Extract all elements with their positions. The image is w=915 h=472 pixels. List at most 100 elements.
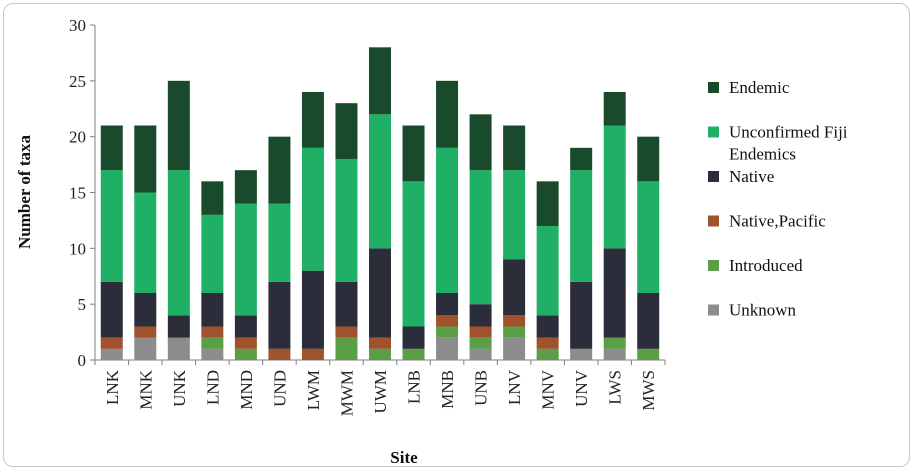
bar-segment (637, 136, 660, 182)
bar-segment (536, 337, 559, 349)
bar-segment (637, 293, 660, 349)
bar-segment (335, 103, 358, 159)
bar-segment (369, 348, 391, 360)
bar-segment (570, 170, 593, 282)
x-tick-label: LNB (405, 370, 424, 404)
bar-segment (234, 315, 257, 338)
bar-segment (637, 181, 660, 293)
legend-label: Native (729, 167, 774, 186)
bar-segment (570, 147, 593, 171)
bar-segment (536, 181, 559, 226)
bar-segment (201, 181, 224, 215)
bar-segment (234, 348, 257, 360)
bar-segment (201, 337, 224, 349)
bar-segment (536, 348, 559, 360)
x-tick-label: MNK (136, 369, 155, 409)
bar-segment (167, 337, 190, 360)
bar-segment (268, 348, 291, 360)
bar-segment (134, 293, 157, 327)
bar-segment (167, 315, 190, 338)
bar-segment (100, 170, 123, 282)
x-tick-label: MND (237, 370, 256, 410)
x-tick-label: UNV (572, 369, 591, 407)
bar-segment (201, 214, 224, 293)
x-tick-label: MWS (639, 370, 658, 411)
bar-segment (301, 147, 324, 271)
axes: 0 5 10 15 20 25 30 LNK MNK UNK LND MND UND LWM MWM UWM L… (69, 16, 666, 416)
legend-label: Endemics (729, 145, 796, 164)
x-tick-label: UND (270, 370, 289, 407)
bar-segment (469, 326, 492, 338)
x-tick-label: MWM (337, 370, 356, 416)
bar-segment (402, 348, 425, 360)
bar-segment (402, 125, 425, 182)
legend-swatch (708, 126, 719, 138)
bar-segment (570, 281, 593, 349)
bar-segment (100, 337, 123, 349)
bar-segment (369, 248, 391, 338)
legend-label: Native,Pacific (729, 212, 826, 231)
bar-segment (234, 337, 257, 349)
bars (100, 47, 660, 360)
bar-segment (603, 337, 626, 349)
bar-segment (503, 326, 526, 338)
y-tick-label: 20 (69, 128, 86, 147)
bar-segment (134, 337, 157, 360)
bar-segment (503, 337, 526, 360)
y-tick-label: 5 (78, 295, 87, 314)
bar-segment (234, 203, 257, 316)
bar-segment (301, 348, 324, 360)
bar-segment (335, 281, 358, 327)
bar-segment (469, 304, 492, 327)
legend-label: Unconfirmed Fiji (729, 123, 848, 142)
bar-segment (335, 337, 358, 360)
bar-segment (603, 125, 626, 249)
bar-segment (436, 326, 459, 338)
bar-segment (335, 159, 358, 282)
y-tick-label: 0 (78, 351, 87, 370)
bar-segment (503, 125, 526, 171)
bar-segment (301, 92, 324, 148)
x-tick-label: UNB (472, 370, 491, 406)
bar-segment (469, 170, 492, 305)
x-tick-label: LWM (304, 370, 323, 410)
bar-segment (436, 293, 459, 316)
y-tick-label: 30 (69, 16, 86, 35)
bar-segment (201, 293, 224, 327)
bar-segment (100, 281, 123, 338)
y-axis-title: Number of taxa (15, 135, 34, 249)
x-tick-label: UWM (371, 370, 390, 413)
y-tick-label: 25 (69, 72, 86, 91)
y-tick-label: 15 (69, 184, 86, 203)
bar-segment (100, 348, 123, 360)
bar-segment (503, 315, 526, 327)
bar-segment (268, 203, 291, 282)
bar-segment (603, 92, 626, 126)
bar-segment (570, 348, 593, 360)
bar-segment (469, 337, 492, 349)
bar-segment (637, 348, 660, 360)
x-tick-label: MNB (438, 370, 457, 409)
bar-segment (436, 337, 459, 360)
bar-segment (167, 80, 190, 171)
bar-segment (536, 315, 559, 338)
bar-segment (469, 114, 492, 171)
bar-segment (436, 315, 459, 327)
bar-segment (603, 348, 626, 360)
x-tick-label: LNV (505, 369, 524, 405)
bar-segment (503, 170, 526, 260)
bar-segment (503, 259, 526, 316)
bar-segment (201, 348, 224, 360)
bar-segment (100, 125, 123, 171)
legend-swatch (708, 171, 719, 182)
y-tick-label: 10 (69, 239, 86, 258)
bar-segment (536, 226, 559, 316)
bar-segment (234, 170, 257, 204)
bar-segment (134, 125, 157, 193)
x-tick-label: UNK (170, 369, 189, 407)
legend-swatch (708, 82, 719, 93)
bar-segment (436, 147, 459, 293)
legend-label: Unknown (729, 301, 797, 320)
bar-segment (301, 270, 324, 349)
bar-segment (167, 170, 190, 316)
